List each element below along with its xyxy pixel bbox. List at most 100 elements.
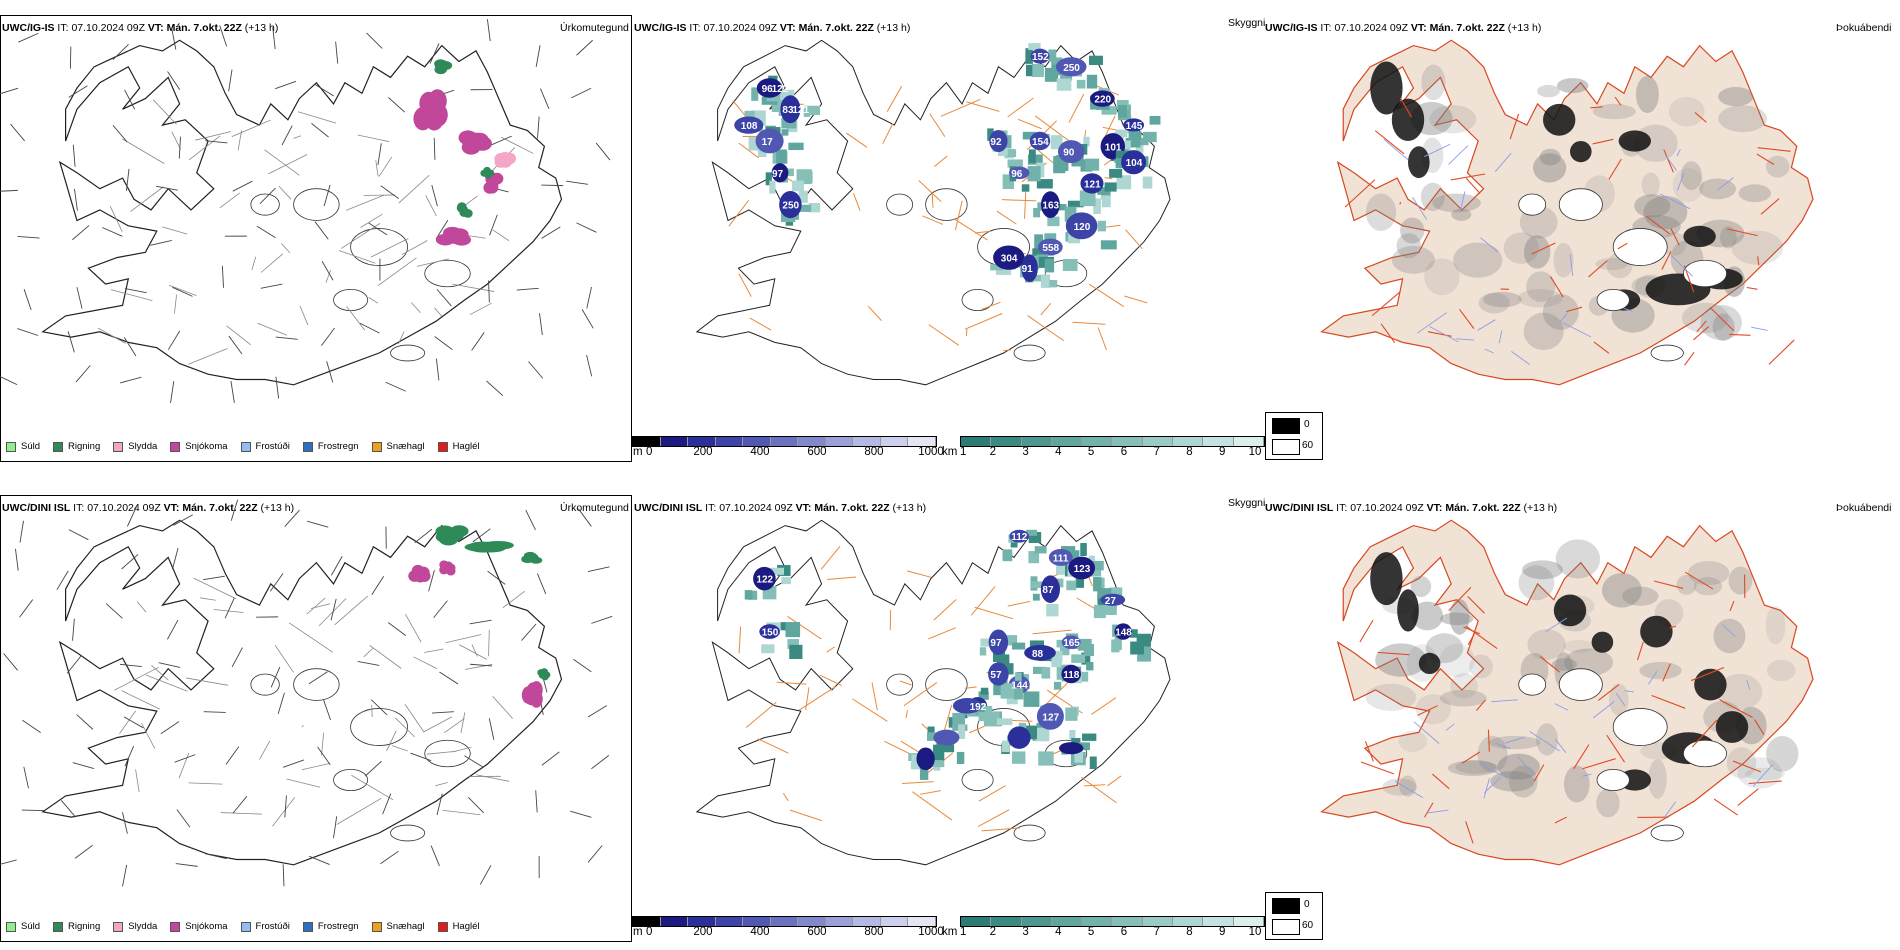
road-line <box>1531 242 1556 255</box>
fog-shade <box>1680 161 1702 191</box>
road-line <box>1360 761 1395 775</box>
wind-barb <box>17 235 40 239</box>
visibility-cell <box>1049 280 1058 288</box>
ceiling-label: 97 <box>772 169 784 180</box>
visibility-cell <box>1056 639 1067 648</box>
precip-legend-swatch <box>53 921 64 932</box>
vt-value: Mán. 7.okt. 22Z <box>814 502 890 514</box>
fog-shade <box>1563 765 1590 803</box>
visibility-cell <box>1115 150 1131 159</box>
wind-barb <box>591 615 613 624</box>
fog-shade <box>1634 194 1671 218</box>
fog-shade <box>1447 760 1499 776</box>
visibility-cell <box>1006 663 1014 675</box>
visibility-cell <box>933 744 945 761</box>
precip-area <box>521 686 535 704</box>
road-line <box>1465 177 1481 194</box>
wind-barb <box>436 793 443 816</box>
road-line <box>798 686 836 711</box>
road-line <box>1432 773 1450 790</box>
road-line <box>488 629 490 657</box>
wind-barb <box>203 711 226 713</box>
river-line <box>1494 152 1512 172</box>
road-line <box>1017 118 1042 130</box>
vt-label: VT: <box>147 22 164 34</box>
road-line <box>426 750 457 755</box>
road-line <box>966 101 1000 112</box>
wind-barb <box>174 754 196 763</box>
road-line <box>251 256 257 270</box>
ceiling-label: 91 <box>1022 264 1034 275</box>
river-line <box>1480 237 1499 253</box>
visibility-cell <box>804 105 821 116</box>
road-line <box>975 230 990 234</box>
ceiling-area <box>1058 140 1085 164</box>
wind-barb <box>56 570 69 590</box>
ceiling-area <box>952 697 982 714</box>
colorbar-step <box>798 917 826 926</box>
colorbar-step <box>1112 917 1143 926</box>
visibility-cell <box>1025 48 1033 64</box>
wind-barb <box>231 647 243 668</box>
fog-shade <box>1488 735 1541 750</box>
road-line <box>186 677 229 686</box>
road-line <box>1003 349 1011 352</box>
visibility-cell <box>751 87 759 101</box>
road-line <box>974 606 1014 620</box>
road-line <box>1072 321 1106 325</box>
visibility-cell <box>1006 694 1018 705</box>
wind-barb <box>178 136 181 159</box>
visibility-cell <box>1060 72 1073 81</box>
visibility-cell <box>1083 644 1095 657</box>
wind-barb <box>76 287 83 309</box>
road-line <box>928 324 960 346</box>
ceiling-area <box>1061 664 1082 684</box>
wind-barb <box>124 288 147 294</box>
fog-shade <box>1622 586 1659 606</box>
road-line <box>918 180 942 203</box>
road-line <box>1582 758 1616 770</box>
road-line <box>458 644 487 660</box>
river-line <box>1456 338 1475 341</box>
road-line <box>467 235 486 239</box>
road-line <box>1593 341 1610 354</box>
colorbar-step <box>770 917 799 926</box>
wind-barb <box>17 328 39 336</box>
road-line <box>145 674 188 692</box>
road-line <box>371 704 373 717</box>
river-line <box>1413 721 1440 744</box>
precip-area <box>503 152 517 165</box>
wind-barb <box>414 528 433 544</box>
glacier-outline <box>925 188 968 221</box>
visibility-cell <box>1002 549 1013 562</box>
river-line <box>1592 701 1615 719</box>
it-label: IT: <box>57 22 69 34</box>
ceiling-area <box>1123 118 1145 132</box>
precip-legend-swatch <box>53 441 64 452</box>
fog-shade <box>1497 753 1540 780</box>
precip-legend-swatch <box>170 921 181 932</box>
wind-barb <box>232 180 253 192</box>
wind-barb <box>311 122 329 138</box>
wind-barb <box>380 185 399 200</box>
road-line <box>977 809 1010 828</box>
visibility-cell <box>1055 578 1064 588</box>
road-line <box>1007 97 1034 118</box>
glacier-outline <box>390 824 426 842</box>
precip-legend-label: Súld <box>21 441 41 452</box>
wind-barb <box>326 361 334 383</box>
river-line <box>1545 617 1568 633</box>
glacier-outline <box>250 193 280 216</box>
wind-barb <box>173 514 193 526</box>
road-line <box>1606 734 1626 763</box>
visibility-cell <box>1069 730 1076 740</box>
visibility-cell <box>1085 158 1100 171</box>
wind-barb <box>371 575 385 595</box>
wind-barb <box>269 573 284 592</box>
wind-barb <box>587 705 608 718</box>
visibility-cell <box>1036 179 1053 189</box>
visibility-cell <box>1032 593 1040 601</box>
wind-barb <box>587 566 610 573</box>
wind-barb <box>74 188 78 211</box>
visibility-cell <box>1005 149 1017 158</box>
